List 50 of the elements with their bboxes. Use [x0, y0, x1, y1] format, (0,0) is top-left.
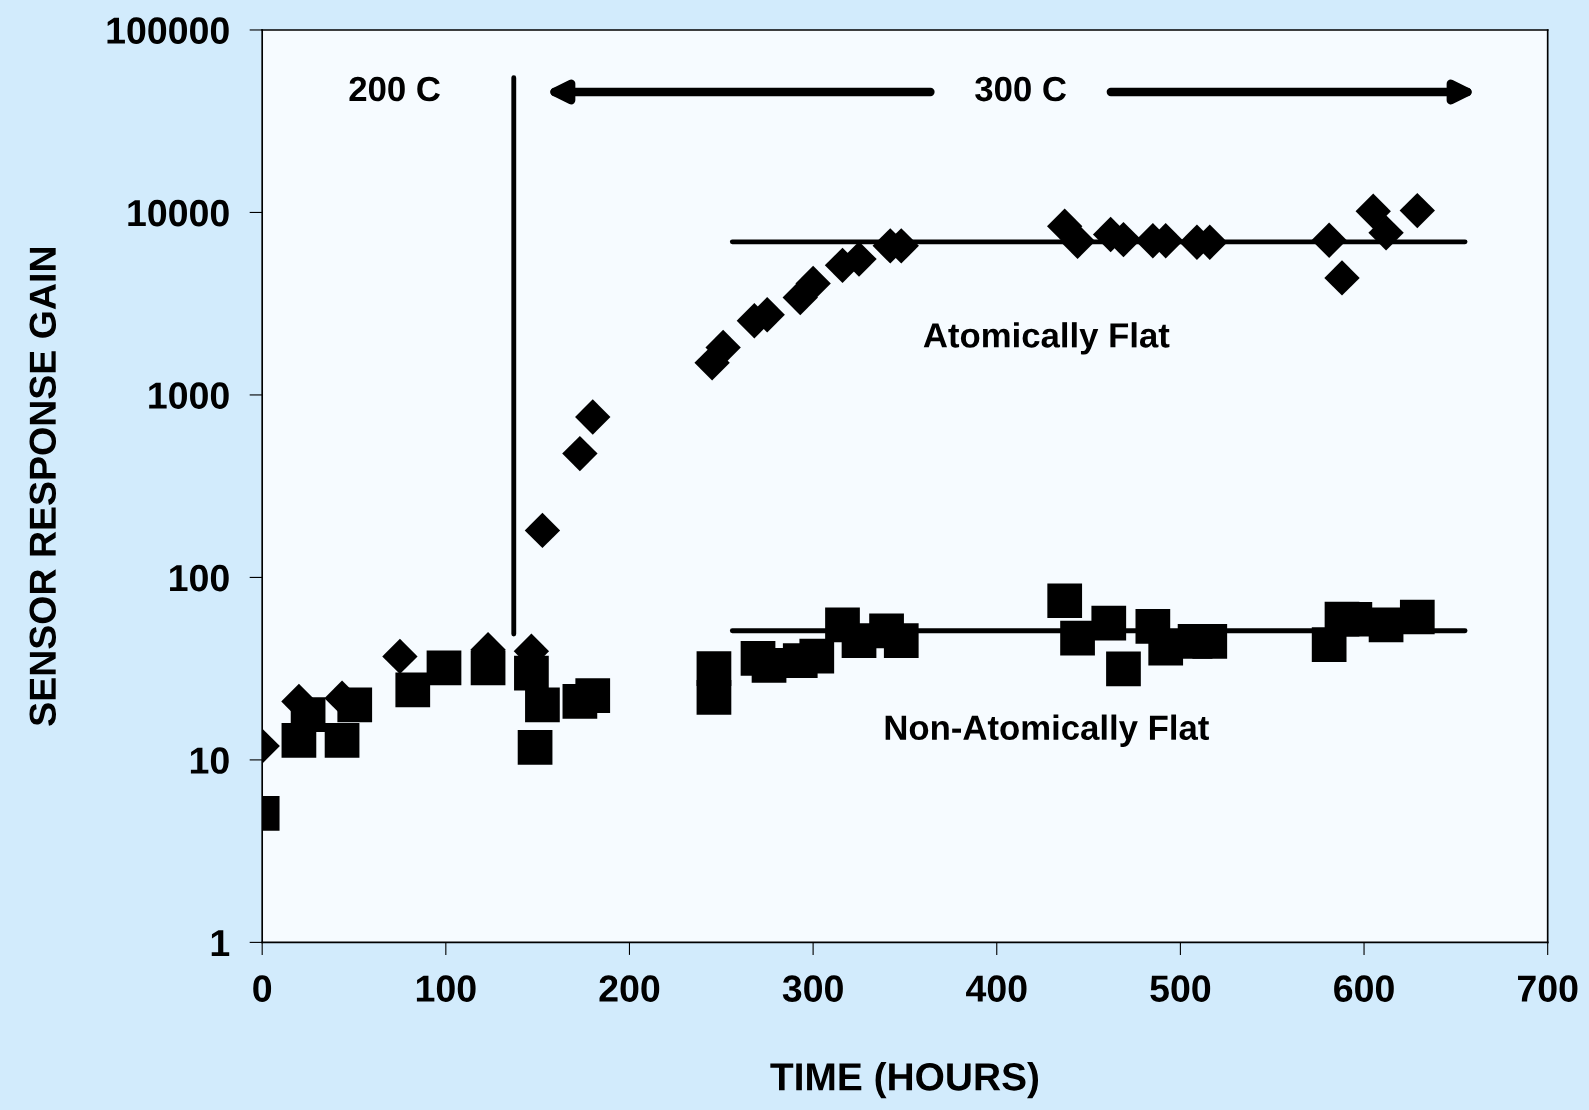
point [382, 638, 418, 675]
point [514, 655, 549, 691]
annotation: Non-Atomically Flat [885, 714, 1209, 747]
x-tick-label: 500 [1150, 975, 1211, 1002]
y-tick-label: 1 [211, 930, 230, 956]
point [799, 638, 835, 674]
point [1060, 620, 1095, 656]
point [524, 512, 561, 549]
y-tick-label: 100 [170, 564, 229, 592]
point [751, 647, 787, 683]
point [426, 650, 462, 686]
point [1368, 607, 1404, 643]
point [1399, 599, 1435, 635]
point [1324, 260, 1360, 296]
point [324, 722, 360, 758]
point [470, 650, 506, 686]
point [337, 687, 373, 723]
y-tick-label: 10000 [128, 199, 229, 227]
x-tick-label: 600 [1334, 975, 1394, 1002]
annotation: 300 C [975, 76, 1067, 102]
point [883, 623, 919, 659]
y-tick-label: 100000 [107, 17, 229, 44]
x-axis-title: TIME (HOURS) [770, 1062, 1039, 1099]
point [575, 678, 611, 713]
y-tick-label: 1000 [149, 382, 229, 409]
point [1091, 605, 1127, 641]
point [1047, 583, 1083, 619]
point [525, 687, 560, 723]
x-tick-label: 200 [599, 975, 660, 1002]
point [1192, 624, 1228, 659]
point [290, 697, 326, 733]
point [1399, 192, 1435, 229]
x-tick-label: 700 [1518, 975, 1578, 1002]
x-tick-label: 100 [416, 975, 476, 1002]
point [562, 435, 598, 472]
point [575, 399, 611, 435]
point [1355, 193, 1391, 229]
x-tick-label: 0 [253, 975, 272, 1002]
point [517, 730, 553, 765]
point [1368, 215, 1404, 251]
point [1106, 651, 1141, 687]
point [395, 672, 431, 708]
x-tick-label: 300 [782, 975, 843, 1002]
annotation: Atomically Flat [923, 322, 1170, 355]
y-tick-label: 10 [190, 747, 229, 774]
x-tick-label: 400 [966, 975, 1027, 1002]
y-axis-title: SENSOR RESPONSE GAIN [29, 248, 57, 726]
annotation: 200 C [349, 76, 440, 102]
point [696, 651, 732, 687]
point [1311, 222, 1347, 258]
